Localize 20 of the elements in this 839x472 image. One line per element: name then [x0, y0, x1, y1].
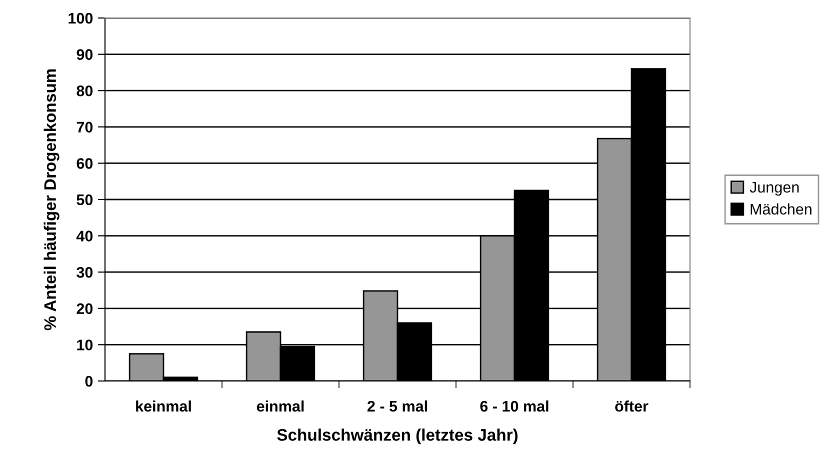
x-tick-label: 2 - 5 mal: [367, 400, 427, 412]
y-axis-title: % Anteil häufiger Drogenkonsum: [44, 69, 60, 330]
y-tick-label: 40: [76, 230, 93, 242]
y-tick-label: 30: [76, 266, 93, 278]
x-tick-label: 6 - 10 mal: [480, 400, 548, 412]
x-tick-label: keinmal: [136, 400, 191, 412]
y-tick-label: 10: [77, 340, 93, 350]
y-tick-label: 70: [76, 122, 93, 133]
y-tick-label: 90: [76, 49, 93, 60]
legend-label: Mädchen: [750, 203, 812, 215]
y-tick-label: 0: [85, 376, 93, 387]
y-tick-label: 20: [76, 303, 93, 314]
y-tick-label: 50: [76, 194, 93, 206]
y-tick-label: 100: [68, 12, 93, 24]
x-tick-label: öfter: [615, 400, 648, 412]
x-tick-label: einmal: [256, 400, 304, 412]
y-tick-label: 60: [76, 158, 93, 169]
legend-label: Jungen: [750, 182, 799, 196]
x-axis-title: Schulschwänzen (letztes Jahr): [277, 428, 518, 444]
y-tick-label: 80: [76, 85, 93, 96]
